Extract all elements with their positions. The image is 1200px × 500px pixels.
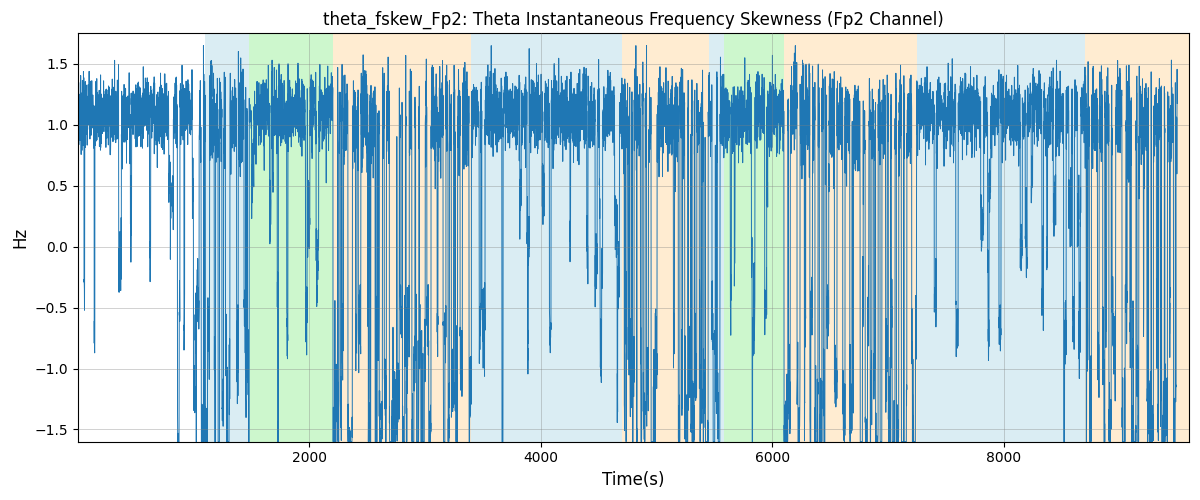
Bar (709, 34, 724, 442)
Bar (332, 34, 472, 442)
Bar (1085, 34, 1189, 442)
Bar (917, 34, 958, 442)
Title: theta_fskew_Fp2: Theta Instantaneous Frequency Skewness (Fp2 Channel): theta_fskew_Fp2: Theta Instantaneous Fre… (323, 11, 944, 30)
Bar (205, 34, 250, 442)
X-axis label: Time(s): Time(s) (602, 471, 665, 489)
Y-axis label: Hz: Hz (11, 227, 29, 248)
Bar (724, 34, 784, 442)
Bar (958, 34, 1085, 442)
Bar (472, 34, 622, 442)
Bar (784, 34, 917, 442)
Bar (622, 34, 709, 442)
Bar (250, 34, 332, 442)
